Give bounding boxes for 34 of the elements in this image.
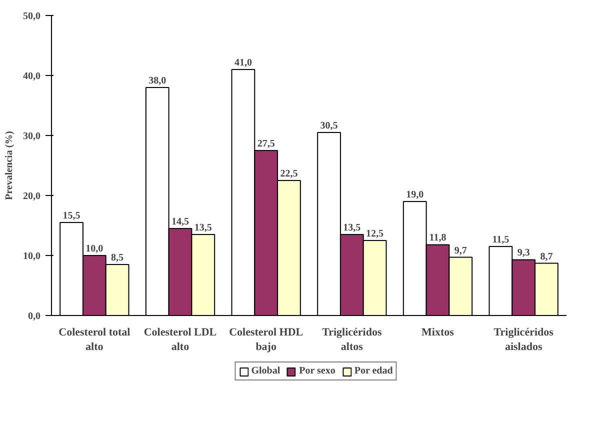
data-label: 27,5 [257, 138, 275, 150]
legend-label: Por edad [354, 366, 393, 376]
y-tick-label: 10,0 [23, 251, 40, 262]
data-label: 22,5 [280, 168, 298, 180]
legend-label: Por sexo [299, 366, 336, 376]
x-tick-label: Mixtos [422, 326, 455, 338]
data-label: 11,5 [492, 234, 510, 246]
y-axis-title: Prevalencia (%) [4, 131, 15, 200]
data-label: 13,5 [343, 222, 361, 234]
data-label: 30,5 [320, 120, 338, 132]
data-label: 9,3 [517, 248, 530, 259]
x-tick-label: Triglicéridos aislados [494, 326, 554, 353]
x-tick-label: Colesterol total alto [58, 326, 130, 353]
y-tick-label: 50,0 [23, 11, 40, 22]
data-label: 38,0 [148, 76, 166, 86]
y-tick-label: 30,0 [23, 131, 40, 142]
x-tick-label: Triglicéridos altos [322, 326, 382, 353]
y-tick-label: 20,0 [23, 191, 40, 202]
data-label: 8,7 [540, 251, 553, 262]
data-label: 9,7 [454, 245, 467, 256]
y-tick-label: 0,0 [28, 311, 40, 322]
data-label: 10,0 [86, 244, 104, 254]
data-label: 41,0 [234, 58, 252, 68]
data-label: 19,0 [406, 190, 424, 200]
legend-label: Global [251, 366, 280, 376]
data-label: 13,5 [194, 222, 212, 234]
data-label: 15,5 [62, 210, 80, 222]
x-tick-label: Colesterol HDL bajo [229, 326, 304, 353]
y-tick-label: 40,0 [23, 71, 40, 82]
x-tick-label: Colesterol LDL alto [144, 326, 217, 353]
data-label: 14,5 [172, 216, 189, 228]
data-label: 8,5 [111, 252, 124, 264]
data-label: 12,5 [366, 228, 384, 240]
data-label: 11,8 [429, 232, 446, 244]
